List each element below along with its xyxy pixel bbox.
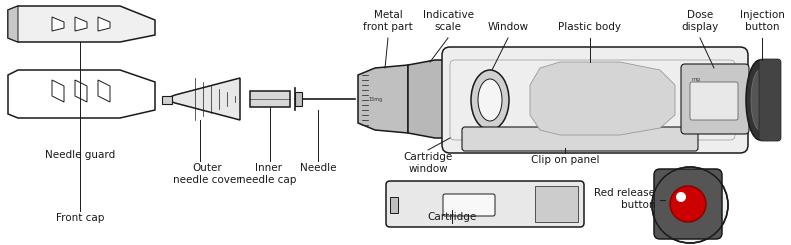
- Polygon shape: [295, 92, 302, 106]
- FancyBboxPatch shape: [654, 169, 722, 239]
- Text: Indicative
scale: Indicative scale: [422, 10, 474, 32]
- Circle shape: [652, 167, 728, 243]
- Text: Window: Window: [487, 22, 528, 32]
- Text: Metal
front part: Metal front part: [363, 10, 413, 32]
- Polygon shape: [530, 62, 675, 135]
- Polygon shape: [52, 17, 64, 31]
- Circle shape: [676, 192, 686, 202]
- FancyBboxPatch shape: [690, 82, 738, 120]
- FancyBboxPatch shape: [443, 194, 495, 216]
- Text: 15mg: 15mg: [369, 97, 383, 101]
- FancyBboxPatch shape: [681, 64, 749, 134]
- Polygon shape: [98, 80, 110, 102]
- Text: Cartridge
window: Cartridge window: [403, 152, 452, 174]
- Ellipse shape: [471, 70, 509, 130]
- Text: Needle: Needle: [300, 163, 336, 173]
- Polygon shape: [535, 186, 578, 222]
- Polygon shape: [408, 60, 450, 138]
- Text: Inner
needle cap: Inner needle cap: [240, 163, 297, 184]
- Text: Red release
button: Red release button: [594, 188, 655, 210]
- Polygon shape: [250, 91, 290, 107]
- Text: Injection
button: Injection button: [740, 10, 785, 32]
- Polygon shape: [358, 65, 408, 133]
- Ellipse shape: [751, 70, 769, 130]
- Polygon shape: [75, 80, 87, 102]
- FancyBboxPatch shape: [462, 127, 698, 151]
- Polygon shape: [170, 78, 240, 120]
- Text: Plastic body: Plastic body: [558, 22, 622, 32]
- Polygon shape: [98, 17, 110, 31]
- Text: Dose
display: Dose display: [681, 10, 719, 32]
- Polygon shape: [8, 6, 155, 42]
- Text: Front cap: Front cap: [56, 213, 104, 223]
- Polygon shape: [760, 60, 778, 140]
- Text: Needle guard: Needle guard: [45, 150, 115, 160]
- Polygon shape: [75, 17, 87, 31]
- Ellipse shape: [478, 79, 502, 121]
- Polygon shape: [8, 6, 18, 42]
- Text: Outer
needle cover: Outer needle cover: [173, 163, 240, 184]
- Text: Cartridge: Cartridge: [427, 212, 477, 222]
- Ellipse shape: [746, 60, 774, 140]
- FancyBboxPatch shape: [386, 181, 584, 227]
- Polygon shape: [162, 96, 172, 104]
- Text: mg: mg: [691, 77, 700, 82]
- FancyBboxPatch shape: [442, 47, 748, 153]
- Text: 00: 00: [706, 95, 721, 108]
- Circle shape: [670, 186, 706, 222]
- FancyBboxPatch shape: [759, 59, 781, 141]
- Polygon shape: [390, 197, 398, 213]
- Polygon shape: [8, 70, 155, 118]
- Text: Clip on panel: Clip on panel: [531, 155, 600, 165]
- Polygon shape: [52, 80, 64, 102]
